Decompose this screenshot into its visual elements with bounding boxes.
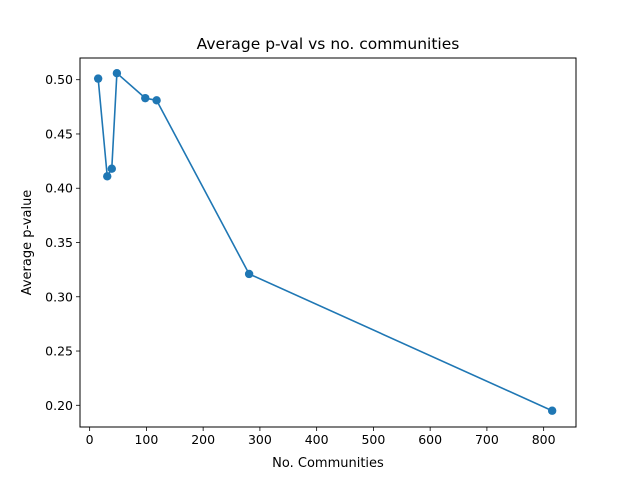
x-axis-ticks: 0 100 200 300 400 500 600 700 800 — [86, 427, 556, 447]
x-tick-label: 200 — [191, 432, 215, 447]
data-point — [93, 74, 103, 83]
y-tick-label: 0.20 — [45, 398, 73, 413]
x-tick-label: 300 — [248, 432, 272, 447]
data-point — [244, 269, 254, 279]
data-point — [112, 68, 122, 78]
data-point — [107, 164, 116, 173]
plot-area — [93, 68, 557, 415]
data-point — [547, 406, 557, 415]
axes-frame — [79, 57, 577, 428]
y-tick-label: 0.30 — [45, 289, 73, 304]
data-point — [152, 96, 161, 105]
x-tick-label: 700 — [475, 432, 499, 447]
x-tick-label: 800 — [532, 432, 556, 447]
chart-title: Average p-val vs no. communities — [197, 35, 460, 53]
data-point — [141, 93, 150, 103]
data-point — [103, 172, 112, 181]
x-tick-label: 500 — [361, 432, 385, 447]
x-tick-label: 100 — [134, 432, 158, 447]
y-tick-label: 0.40 — [45, 181, 73, 196]
y-axis-ticks: 0.20 0.25 0.30 0.35 0.40 0.45 0.50 — [45, 72, 80, 413]
x-tick-label: 0 — [86, 432, 94, 447]
y-tick-label: 0.35 — [45, 235, 73, 250]
x-tick-label: 600 — [418, 432, 442, 447]
y-tick-label: 0.45 — [45, 126, 73, 141]
y-axis-label: Average p-value — [20, 190, 35, 296]
x-axis-label: No. Communities — [272, 456, 384, 471]
y-tick-label: 0.25 — [45, 344, 73, 359]
y-tick-label: 0.50 — [45, 72, 73, 87]
x-tick-label: 400 — [305, 432, 329, 447]
